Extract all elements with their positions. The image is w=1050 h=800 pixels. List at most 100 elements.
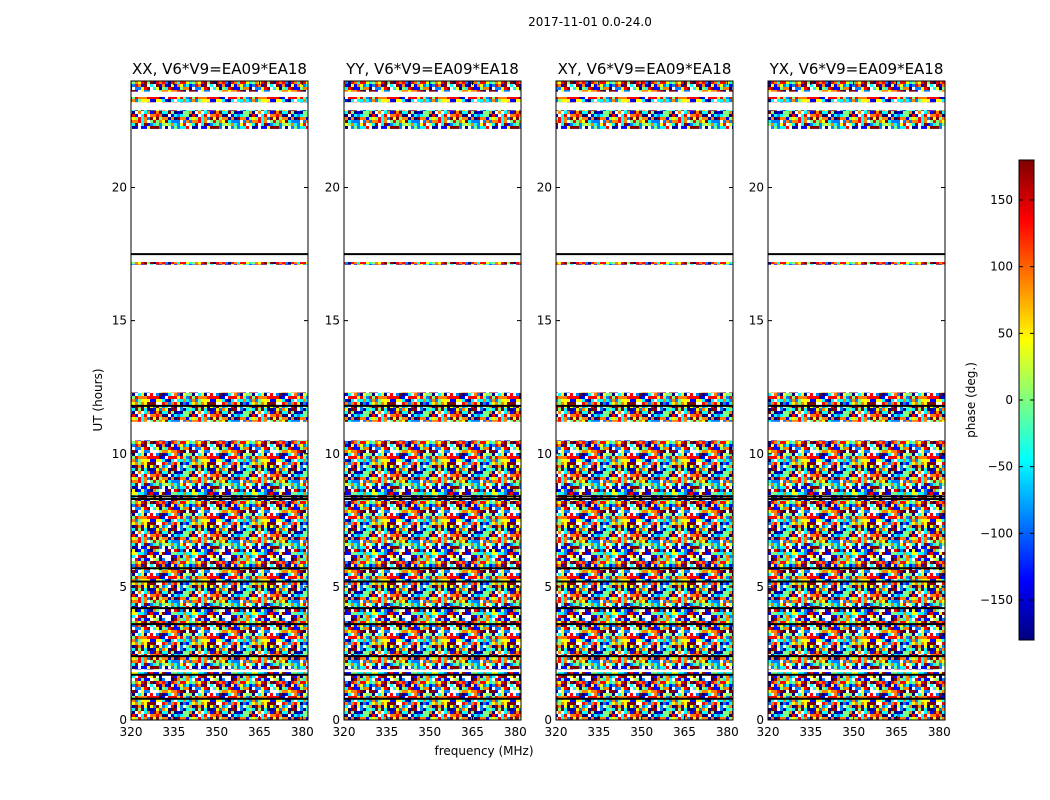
panel-frame: [343, 80, 522, 721]
data-band: [344, 562, 521, 670]
data-band: [768, 507, 945, 563]
x-tick-label: 350: [842, 725, 865, 739]
x-tick-label: 335: [587, 725, 610, 739]
colorbar-tick-label: −50: [988, 460, 1013, 474]
data-band: [131, 562, 308, 670]
panel-1: YY, V6*V9=EA09*EA18 320 335 350 365 380 0 5 10 15…: [325, 60, 527, 739]
colorbar-tick-label: 100: [990, 260, 1013, 274]
y-tick-label: 10: [537, 447, 552, 461]
x-tick-label: 350: [418, 725, 441, 739]
panels: XX, V6*V9=EA09*EA18 320 335 350 365 380 0 5 10 15…: [112, 60, 951, 739]
panel-frame: [767, 80, 946, 721]
y-tick-label: 0: [119, 713, 127, 727]
x-tick-label: 335: [799, 725, 822, 739]
data-band: [131, 440, 308, 492]
data-band: [344, 712, 521, 720]
y-tick-label: 5: [756, 580, 764, 594]
x-tick-label: 365: [461, 725, 484, 739]
data-band: [768, 440, 945, 492]
x-tick-label: 350: [205, 725, 228, 739]
x-tick-label: 365: [248, 725, 271, 739]
y-tick-label: 20: [749, 181, 764, 195]
x-tick-label: 380: [504, 725, 527, 739]
y-tick-label: 20: [112, 181, 127, 195]
x-tick-label: 320: [757, 725, 780, 739]
data-band: [556, 712, 733, 720]
y-tick-label: 15: [749, 314, 764, 328]
y-tick-label: 10: [112, 447, 127, 461]
data-band: [556, 81, 733, 92]
x-tick-label: 380: [928, 725, 951, 739]
data-band: [556, 110, 733, 129]
panel-3: YX, V6*V9=EA09*EA18 320 335 350 365 380 0 5 10 15…: [749, 60, 951, 739]
panel-frame: [130, 80, 309, 721]
x-tick-label: 320: [333, 725, 356, 739]
panel-2: XY, V6*V9=EA09*EA18 320 335 350 365 380 0 5 10 15…: [537, 60, 739, 739]
data-band: [556, 507, 733, 563]
x-tick-label: 350: [630, 725, 653, 739]
colorbar-tick-label: −150: [980, 593, 1013, 607]
panel-frame: [555, 80, 734, 721]
data-band: [344, 110, 521, 129]
data-band: [344, 440, 521, 492]
y-tick-label: 5: [119, 580, 127, 594]
x-tick-label: 365: [885, 725, 908, 739]
y-tick-label: 5: [332, 580, 340, 594]
data-band: [768, 672, 945, 713]
x-axis-label: frequency (MHz): [434, 744, 533, 758]
colorbar-label: phase (deg.): [964, 362, 978, 438]
data-band: [556, 96, 733, 103]
y-tick-label: 20: [325, 181, 340, 195]
data-band: [556, 392, 733, 422]
colorbar-tick-label: −100: [980, 526, 1013, 540]
colorbar-tick-label: 50: [998, 326, 1013, 340]
data-band: [131, 712, 308, 720]
y-tick-label: 0: [756, 713, 764, 727]
colorbar: 150 100 50 0 −50 −100 −150: [980, 159, 1035, 641]
x-tick-label: 320: [120, 725, 143, 739]
panel-title: XX, V6*V9=EA09*EA18: [132, 60, 307, 78]
data-band: [556, 262, 733, 265]
data-band: [768, 262, 945, 265]
data-band: [131, 110, 308, 129]
x-tick-label: 380: [716, 725, 739, 739]
y-tick-label: 0: [332, 713, 340, 727]
data-band: [556, 672, 733, 713]
data-band: [556, 562, 733, 670]
data-band: [131, 392, 308, 422]
x-tick-label: 320: [545, 725, 568, 739]
y-tick-label: 20: [537, 181, 552, 195]
data-band: [768, 81, 945, 92]
data-band: [344, 392, 521, 422]
y-tick-label: 5: [544, 580, 552, 594]
colorbar-tick-label: 150: [990, 193, 1013, 207]
data-band: [344, 81, 521, 92]
data-band: [344, 672, 521, 713]
data-band: [768, 96, 945, 103]
data-band: [131, 96, 308, 103]
data-band: [768, 562, 945, 670]
figure-title: 2017-11-01 0.0-24.0: [528, 15, 652, 29]
data-band: [131, 507, 308, 563]
y-tick-label: 10: [325, 447, 340, 461]
panel-title: XY, V6*V9=EA09*EA18: [558, 60, 732, 78]
y-tick-label: 0: [544, 713, 552, 727]
x-tick-label: 335: [375, 725, 398, 739]
panel-0: XX, V6*V9=EA09*EA18 320 335 350 365 380 0 5 10 15…: [112, 60, 314, 739]
data-band: [768, 712, 945, 720]
y-tick-label: 15: [537, 314, 552, 328]
x-tick-label: 365: [673, 725, 696, 739]
panel-title: YX, V6*V9=EA09*EA18: [769, 60, 944, 78]
data-band: [131, 262, 308, 265]
data-band: [556, 440, 733, 492]
y-tick-label: 15: [325, 314, 340, 328]
y-tick-label: 10: [749, 447, 764, 461]
panel-title: YY, V6*V9=EA09*EA18: [345, 60, 519, 78]
data-band: [768, 392, 945, 422]
y-tick-label: 15: [112, 314, 127, 328]
data-band: [131, 81, 308, 92]
x-tick-label: 335: [162, 725, 185, 739]
data-band: [344, 96, 521, 103]
data-band: [131, 672, 308, 713]
